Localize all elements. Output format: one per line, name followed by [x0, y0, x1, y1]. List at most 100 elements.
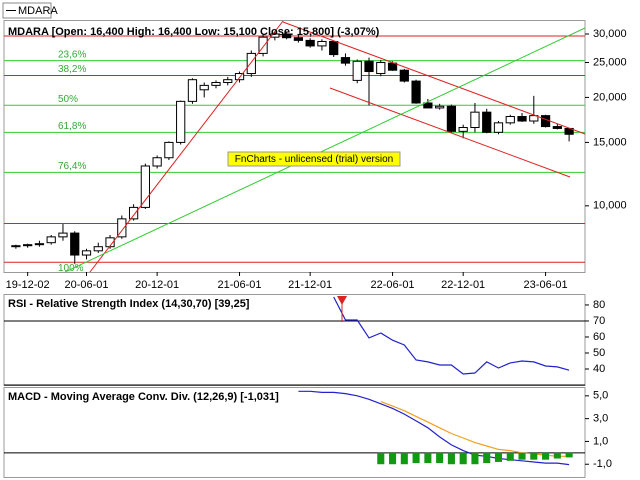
- x-tick-label: 22-12-01: [441, 279, 485, 291]
- candle-body: [93, 246, 103, 252]
- candle-body: [340, 57, 351, 64]
- price-panel: [3, 20, 586, 273]
- histogram-bar: [565, 452, 573, 458]
- level-label: 50%: [58, 94, 78, 105]
- histogram-bar: [542, 452, 550, 460]
- x-tick-label: 22-06-01: [371, 279, 415, 291]
- candle-body: [505, 116, 515, 124]
- candle-body: [199, 84, 209, 91]
- candle-body: [293, 37, 304, 41]
- y-tick-label: 20,000: [593, 91, 627, 103]
- candle-body: [11, 245, 21, 248]
- candle-body: [281, 33, 292, 39]
- candle-body: [270, 33, 280, 38]
- x-tick-label: 21-12-01: [288, 279, 332, 291]
- histogram-bar: [389, 452, 397, 465]
- candle-body: [399, 69, 409, 82]
- macd-panel: [3, 387, 586, 478]
- candle-body: [364, 60, 374, 73]
- y-tick-label: 40: [593, 363, 605, 375]
- candle-body: [376, 62, 386, 75]
- y-tick-label: 5,0: [593, 390, 608, 402]
- candle-body: [258, 36, 268, 54]
- x-tick-label: 21-06-01: [218, 279, 262, 291]
- trend-line: [329, 87, 571, 178]
- level-label: 61,8%: [58, 121, 86, 132]
- candle-body: [482, 111, 492, 133]
- y-tick-label: 70: [593, 315, 605, 327]
- y-tick-label: 1,0: [593, 435, 608, 447]
- panel-title: RSI - Relative Strength Index (14,30,70)…: [8, 298, 250, 310]
- x-tick-label: 19-12-02: [6, 279, 50, 291]
- histogram-bar: [530, 452, 538, 460]
- candle-body: [46, 236, 56, 244]
- y-tick-label: 50: [593, 347, 605, 359]
- candle-body: [552, 126, 562, 129]
- candle-body: [234, 73, 245, 81]
- candle-body: [493, 122, 504, 133]
- candle-body: [117, 218, 127, 238]
- x-tick-label: 20-12-01: [135, 279, 179, 291]
- legend-label: MDARA: [18, 5, 58, 17]
- candle-body: [352, 60, 362, 81]
- x-tick-label: 20-06-01: [64, 279, 108, 291]
- histogram-bar: [518, 452, 526, 460]
- candle-body: [58, 232, 68, 238]
- y-tick-label: 60: [593, 331, 605, 343]
- level-label: 23,6%: [58, 49, 86, 60]
- y-tick-label: 3,0: [593, 413, 608, 425]
- histogram-bar: [424, 452, 432, 464]
- y-tick-label: 15,000: [593, 136, 627, 148]
- line: [333, 296, 570, 375]
- panel-title: MDARA [Open: 16,400 High: 16,400 Low: 15…: [8, 26, 380, 38]
- candle-body: [34, 243, 45, 246]
- y-tick-label: 25,000: [593, 56, 627, 68]
- histogram-bar: [377, 452, 385, 465]
- histogram-bar: [447, 452, 455, 465]
- candle-body: [128, 206, 139, 220]
- candle-body: [305, 39, 315, 47]
- y-tick-label: 10,000: [593, 200, 627, 212]
- y-tick-label: -1,0: [593, 458, 612, 470]
- level-label: 100%: [58, 263, 84, 274]
- candle-body: [152, 157, 162, 167]
- histogram-bar: [471, 452, 479, 465]
- candle-body: [246, 52, 256, 75]
- histogram-bar: [436, 452, 444, 464]
- candle-body: [529, 115, 539, 122]
- candle-body: [517, 116, 527, 122]
- histogram-bar: [412, 452, 420, 464]
- candle-body: [140, 165, 150, 208]
- level-label: 76,4%: [58, 161, 86, 172]
- histogram-bar: [400, 452, 408, 465]
- histogram-bar: [553, 452, 561, 459]
- signal-marker: [337, 296, 347, 305]
- candle-body: [81, 250, 92, 256]
- candle-body: [411, 80, 421, 104]
- panel-title: MACD - Moving Average Conv. Div. (12,26,…: [8, 391, 279, 403]
- watermark: FnCharts - unlicensed (trial) version: [235, 154, 393, 165]
- histogram-bar: [483, 452, 491, 464]
- y-tick-label: 80: [593, 299, 605, 311]
- level-label: 38,2%: [58, 64, 86, 75]
- histogram-bar: [459, 452, 467, 465]
- candle-body: [458, 127, 468, 132]
- trend-line: [282, 21, 586, 135]
- histogram-bar: [494, 452, 503, 462]
- candle-body: [70, 232, 80, 256]
- line: [298, 390, 570, 466]
- candle-body: [223, 79, 233, 84]
- trend-line: [64, 27, 586, 273]
- candle-body: [470, 111, 480, 129]
- trend-line: [89, 20, 284, 273]
- watermark-box: [227, 151, 401, 167]
- candle-body: [211, 82, 221, 86]
- candle-body: [187, 79, 198, 102]
- legend-box: [2, 2, 52, 19]
- candle-body: [329, 40, 339, 56]
- trend-lines: [64, 20, 586, 273]
- candle-body: [23, 244, 33, 247]
